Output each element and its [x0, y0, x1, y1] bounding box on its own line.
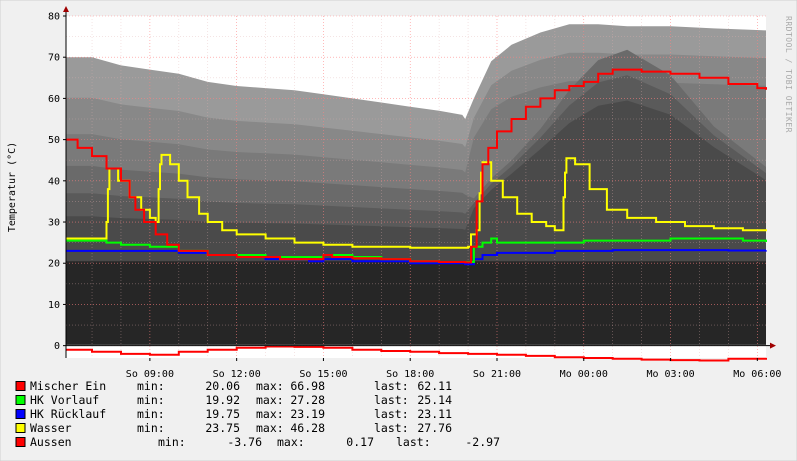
legend-swatch — [15, 381, 26, 391]
x-tick-label: Mo 00:00 — [560, 369, 608, 380]
legend-entry: HK Rücklauf min: 19.75 max: 23.19 last: 23.11 — [15, 407, 452, 421]
legend-min-label: min: — [137, 393, 165, 407]
legend-max-label: max: — [256, 379, 284, 393]
y-axis-label: Temperatur (°C) — [7, 142, 18, 232]
legend-min-value: 23.75 — [205, 421, 240, 435]
x-axis-arrow-icon — [770, 342, 776, 349]
legend-swatch — [15, 437, 26, 447]
legend-max-label: max: — [277, 435, 305, 449]
legend-name: Mischer Ein — [30, 379, 106, 393]
series-line-wasser — [66, 153, 767, 249]
y-tick-label: 20 — [48, 259, 60, 270]
legend-name: Wasser — [30, 421, 72, 435]
axes: 0 10 20 30 40 50 60 70 80 So 09:00 So 12:00 So 15:0… — [48, 6, 781, 380]
x-tick-label: So 18:00 — [386, 369, 434, 380]
legend-last-label: last: — [374, 393, 409, 407]
legend-name: HK Vorlauf — [30, 393, 99, 407]
x-tick-label: So 15:00 — [299, 369, 347, 380]
series-lines — [66, 68, 767, 362]
series-line-mischer-ein — [66, 68, 767, 264]
background-band — [66, 100, 766, 262]
legend-name: HK Rücklauf — [30, 407, 106, 421]
y-tick-label: 60 — [48, 94, 60, 105]
y-tick-label: 50 — [48, 135, 60, 146]
legend-last-value: 25.14 — [417, 393, 452, 407]
legend-last-value: -2.97 — [465, 435, 500, 449]
y-tick-label: 0 — [54, 341, 60, 352]
background-bands — [66, 24, 766, 345]
x-tick-label: Mo 03:00 — [646, 369, 694, 380]
legend-entry: Wasser min: 23.75 max: 46.28 last: 27.76 — [15, 421, 452, 435]
legend-swatch — [15, 409, 26, 419]
x-tick-label: So 12:00 — [213, 369, 261, 380]
y-tick-label: 10 — [48, 300, 60, 311]
x-tick-label: Mo 06:00 — [733, 369, 781, 380]
legend-max-value: 66.98 — [290, 379, 325, 393]
legend-last-label: last: — [374, 379, 409, 393]
legend-max-label: max: — [256, 393, 284, 407]
y-tick-label: 70 — [48, 53, 60, 64]
legend-min-value: 19.75 — [205, 407, 240, 421]
legend-swatch — [15, 423, 26, 433]
legend-min-value: -3.76 — [227, 435, 262, 449]
legend-last-label: last: — [374, 407, 409, 421]
legend-last-value: 23.11 — [417, 407, 452, 421]
legend-entry: Aussen min: -3.76 max: 0.17 last: -2.97 — [15, 435, 500, 449]
legend-swatch — [15, 395, 26, 405]
watermark: RRDTOOL / TOBI OETIKER — [784, 16, 793, 133]
legend-last-label: last: — [396, 435, 431, 449]
y-axis-arrow-icon — [63, 6, 69, 12]
legend-min-label: min: — [158, 435, 186, 449]
legend-min-label: min: — [137, 379, 165, 393]
legend-max-value: 46.28 — [290, 421, 325, 435]
legend-min-label: min: — [137, 421, 165, 435]
legend-last-value: 62.11 — [417, 379, 452, 393]
y-tick-label: 40 — [48, 176, 60, 187]
legend-min-value: 19.92 — [205, 393, 240, 407]
y-tick-label: 30 — [48, 218, 60, 229]
legend-max-label: max: — [256, 407, 284, 421]
background-band — [66, 261, 766, 345]
legend-max-label: max: — [256, 421, 284, 435]
legend-max-value: 23.19 — [290, 407, 325, 421]
legend-min-label: min: — [137, 407, 165, 421]
legend-entry: HK Vorlauf min: 19.92 max: 27.28 last: 25.14 — [15, 393, 452, 407]
legend-max-value: 0.17 — [346, 435, 374, 449]
grid — [66, 15, 766, 358]
y-tick-label: 80 — [48, 12, 60, 23]
legend-last-value: 27.76 — [417, 421, 452, 435]
x-tick-label: So 09:00 — [126, 369, 174, 380]
legend-max-value: 27.28 — [290, 393, 325, 407]
legend-entry: Mischer Ein min: 20.06 max: 66.98 last: 62.11 — [15, 379, 452, 393]
legend-min-value: 20.06 — [205, 379, 240, 393]
series-line-aussen — [66, 345, 767, 362]
legend-name: Aussen — [30, 435, 72, 449]
legend: Mischer Ein min: 20.06 max: 66.98 last: 62.11H… — [15, 379, 500, 449]
legend-last-label: last: — [374, 421, 409, 435]
x-tick-label: So 21:00 — [473, 369, 521, 380]
